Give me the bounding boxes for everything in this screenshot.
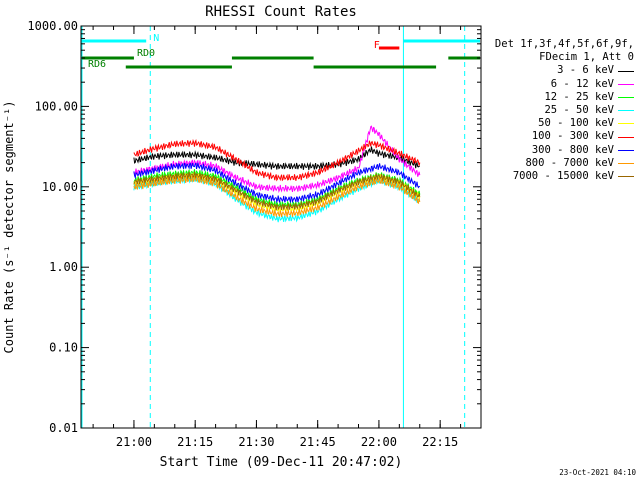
legend-entry-label: 300 - 800 keV (531, 143, 614, 156)
legend-entry: 6 - 12 keV (484, 78, 634, 91)
legend-entry: 100 - 300 keV (484, 130, 634, 143)
legend-swatch (618, 96, 634, 98)
legend-entry-label: 100 - 300 keV (531, 130, 614, 143)
legend-entry-label: 50 - 100 keV (538, 117, 614, 130)
series-line-8 (133, 171, 421, 211)
series-line-6 (133, 162, 421, 204)
legend-entry: 3 - 6 keV (484, 64, 634, 77)
y-tick-label: 10.00 (42, 180, 78, 194)
y-tick-label: 1.00 (49, 260, 78, 274)
chart-title: RHESSI Count Rates (205, 4, 357, 20)
x-tick-label: 21:30 (238, 435, 274, 449)
state-label-f: F (374, 40, 380, 51)
y-tick-label: 0.10 (49, 341, 78, 355)
legend-swatch (618, 83, 634, 85)
legend-swatch (618, 136, 634, 138)
legend-entry: 12 - 25 keV (484, 91, 634, 104)
legend-entry: 50 - 100 keV (484, 117, 634, 130)
y-tick-label: 100.00 (35, 99, 78, 113)
legend-entry: 800 - 7000 keV (484, 157, 634, 170)
y-axis-label: Count Rate (s⁻¹ detector segment⁻¹) (2, 101, 16, 354)
legend-entry-label: 7000 - 15000 keV (512, 170, 614, 183)
legend-swatch (618, 70, 634, 72)
series-line-3 (133, 175, 421, 223)
legend-entry-label: 800 - 7000 keV (525, 156, 614, 169)
legend-entry-label: 6 - 12 keV (550, 77, 614, 90)
legend-swatch (618, 162, 634, 164)
x-tick-label: 22:15 (422, 435, 458, 449)
legend-swatch (618, 110, 634, 112)
legend-header-decimation: FDecim 1, Att 0 (539, 51, 634, 64)
x-tick-label: 21:15 (177, 435, 213, 449)
legend-entry: 300 - 800 keV (484, 144, 634, 157)
x-axis-label: Start Time (09-Dec-11 20:47:02) (160, 455, 403, 470)
legend-swatch (618, 149, 634, 151)
x-tick-label: 21:45 (300, 435, 336, 449)
series-line-0 (133, 146, 420, 171)
footer-timestamp: 23-Oct-2021 04:10 (559, 468, 636, 477)
state-label-rd6: RD6 (88, 59, 106, 70)
series-line-5 (133, 138, 421, 182)
y-tick-label: 0.01 (49, 421, 78, 435)
legend-entry-label: 25 - 50 keV (544, 104, 614, 117)
legend-header-detectors: Det 1f,3f,4f,5f,6f,9f, (494, 38, 634, 50)
x-tick-label: 22:00 (361, 435, 397, 449)
legend-entry: 25 - 50 keV (484, 104, 634, 117)
legend-swatch (618, 123, 634, 125)
legend-entry: 7000 - 15000 keV (484, 170, 634, 183)
state-label-n: N (153, 33, 159, 44)
legend: Det 1f,3f,4f,5f,6f,9f, FDecim 1, Att 0 3… (484, 38, 634, 183)
legend-entry-label: 3 - 6 keV (557, 64, 614, 77)
legend-entry-label: 12 - 25 keV (544, 90, 614, 103)
legend-swatch (618, 176, 634, 178)
state-label-rd0: RD0 (137, 48, 155, 59)
series-line-1 (133, 125, 421, 194)
x-tick-label: 21:00 (116, 435, 152, 449)
plot-frame (80, 25, 482, 429)
y-tick-label: 1000.00 (27, 19, 78, 33)
